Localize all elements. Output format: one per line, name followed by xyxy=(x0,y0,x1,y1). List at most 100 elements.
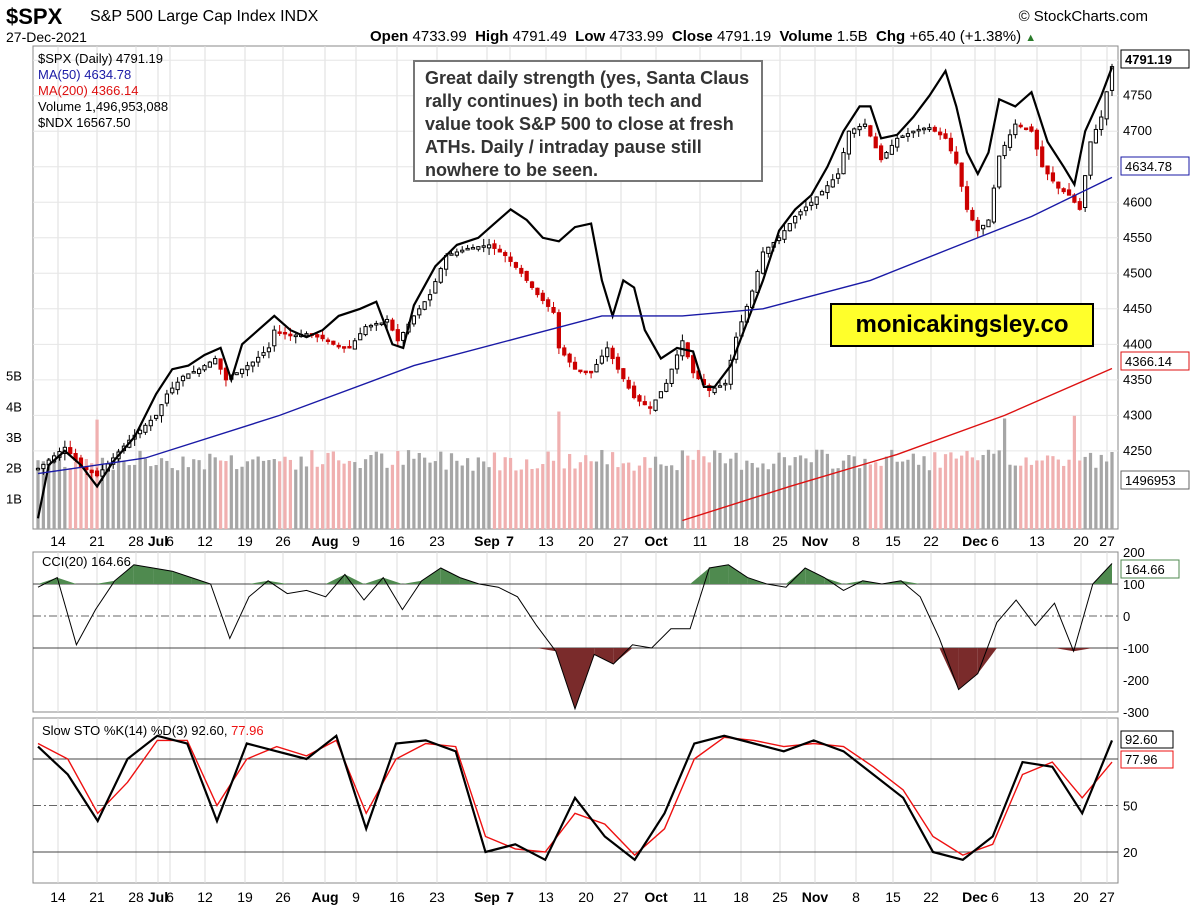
candle-body xyxy=(819,191,825,196)
volume-bar xyxy=(804,458,808,529)
volume-bar xyxy=(251,459,255,529)
x-tick-label: 28 xyxy=(128,889,144,905)
candle-body xyxy=(186,373,191,379)
candle-body xyxy=(1093,128,1099,144)
sto-legend-prefix: Slow STO %K(14) %D(3) 92.60, xyxy=(42,723,231,738)
x-tick-label: 6 xyxy=(991,533,999,549)
candle-body xyxy=(266,347,272,353)
volume-bar xyxy=(514,470,518,529)
volume-bar xyxy=(47,458,51,529)
cci-fill-pos xyxy=(248,580,269,584)
candle-body xyxy=(347,345,352,349)
volume-bar xyxy=(868,464,872,529)
candle-body xyxy=(513,262,519,268)
volume-bar xyxy=(766,469,770,529)
volume-bar xyxy=(1035,460,1039,529)
price-tick-label: 4450 xyxy=(1123,301,1152,316)
volume-bar xyxy=(197,460,201,529)
candle-body xyxy=(89,469,94,474)
cci-tick-label: -300 xyxy=(1123,705,1149,720)
cci-axis-ticks: -300 -200 -100 0 100 200 xyxy=(1123,545,1149,720)
volume-bar xyxy=(557,411,561,529)
candle-body xyxy=(1034,129,1039,150)
volume-bar xyxy=(1024,457,1028,529)
x-tick-label: Nov xyxy=(802,533,829,549)
x-tick-label: 14 xyxy=(50,533,66,549)
volume-bar xyxy=(278,461,282,529)
candle-body xyxy=(836,173,841,179)
candle-body xyxy=(878,145,884,161)
candle-body xyxy=(245,365,250,371)
volume-bar xyxy=(369,455,373,529)
candle-body xyxy=(814,196,819,205)
volume-bar xyxy=(224,461,228,529)
volume-bar xyxy=(272,459,276,529)
badge-cci: 164.66 xyxy=(1120,559,1180,579)
candle-body xyxy=(433,281,438,294)
volume-bar xyxy=(261,460,266,529)
x-tick-label: 27 xyxy=(1099,889,1115,905)
stockcharts-brand[interactable]: © StockCharts.com xyxy=(1018,8,1148,25)
volume-bar xyxy=(788,465,792,529)
volume-bar xyxy=(192,459,196,529)
open-label: Open xyxy=(370,28,409,45)
volume-bar xyxy=(347,460,352,529)
svg-text:4634.78: 4634.78 xyxy=(1125,159,1172,174)
cci-reference-lines xyxy=(33,583,1118,649)
volume-bar xyxy=(498,470,502,529)
index-name: S&P 500 Large Cap Index INDX xyxy=(90,8,319,25)
candle-body xyxy=(728,359,733,385)
candle-body xyxy=(1023,127,1029,131)
volume-bar xyxy=(353,462,357,529)
volume-bar xyxy=(326,452,330,529)
price-tick-label: 4350 xyxy=(1123,372,1152,387)
volume-bar xyxy=(310,450,314,529)
candle-body xyxy=(1099,116,1104,130)
x-tick-label: 18 xyxy=(733,889,749,905)
candle-body xyxy=(981,224,986,230)
volume-bar xyxy=(79,467,83,529)
price-tick-label: 4500 xyxy=(1123,265,1152,280)
volume-bar xyxy=(857,468,862,529)
candle-body xyxy=(707,385,712,391)
x-tick-label: 26 xyxy=(275,889,291,905)
candle-body xyxy=(1088,141,1093,176)
price-tick-label: 4750 xyxy=(1123,88,1152,103)
cci-fill-neg xyxy=(536,648,556,652)
brand-box: monicakingsley.co xyxy=(830,303,1094,347)
candle-body xyxy=(637,395,642,402)
candle-body xyxy=(395,329,400,342)
volume-bar xyxy=(895,461,899,529)
candle-body xyxy=(948,137,954,152)
cci-fill-pos xyxy=(364,577,384,584)
volume-bar xyxy=(815,449,819,529)
volume-bar xyxy=(627,462,631,529)
x-tick-label: 15 xyxy=(885,533,901,549)
candle-body xyxy=(486,244,492,249)
candle-body xyxy=(315,334,320,338)
volume-bar xyxy=(1099,454,1103,529)
volume-bar xyxy=(761,463,765,529)
volume-bar xyxy=(546,451,550,529)
volume-bar xyxy=(670,465,674,529)
candle-body xyxy=(938,131,943,136)
x-tick-label: Aug xyxy=(311,889,338,905)
candle-body xyxy=(546,299,551,307)
candle-body xyxy=(41,463,46,470)
candle-body xyxy=(1061,188,1066,193)
candle-body xyxy=(631,385,637,399)
candle-body xyxy=(470,247,476,250)
candle-body xyxy=(449,253,454,256)
x-tick-label: 23 xyxy=(429,533,445,549)
x-tick-label: 12 xyxy=(197,889,213,905)
cci-fill-neg xyxy=(1054,648,1074,652)
cci-fill-pos xyxy=(153,568,173,584)
x-tick-label: 27 xyxy=(613,889,629,905)
volume-bar xyxy=(621,463,625,529)
volume-bar xyxy=(73,461,78,529)
cci-fill-pos xyxy=(901,580,921,584)
close-label: Close xyxy=(671,28,713,45)
volume-bar xyxy=(954,458,958,529)
volume-bar xyxy=(922,456,926,529)
badge-ma50: 4634.78 xyxy=(1120,156,1190,176)
